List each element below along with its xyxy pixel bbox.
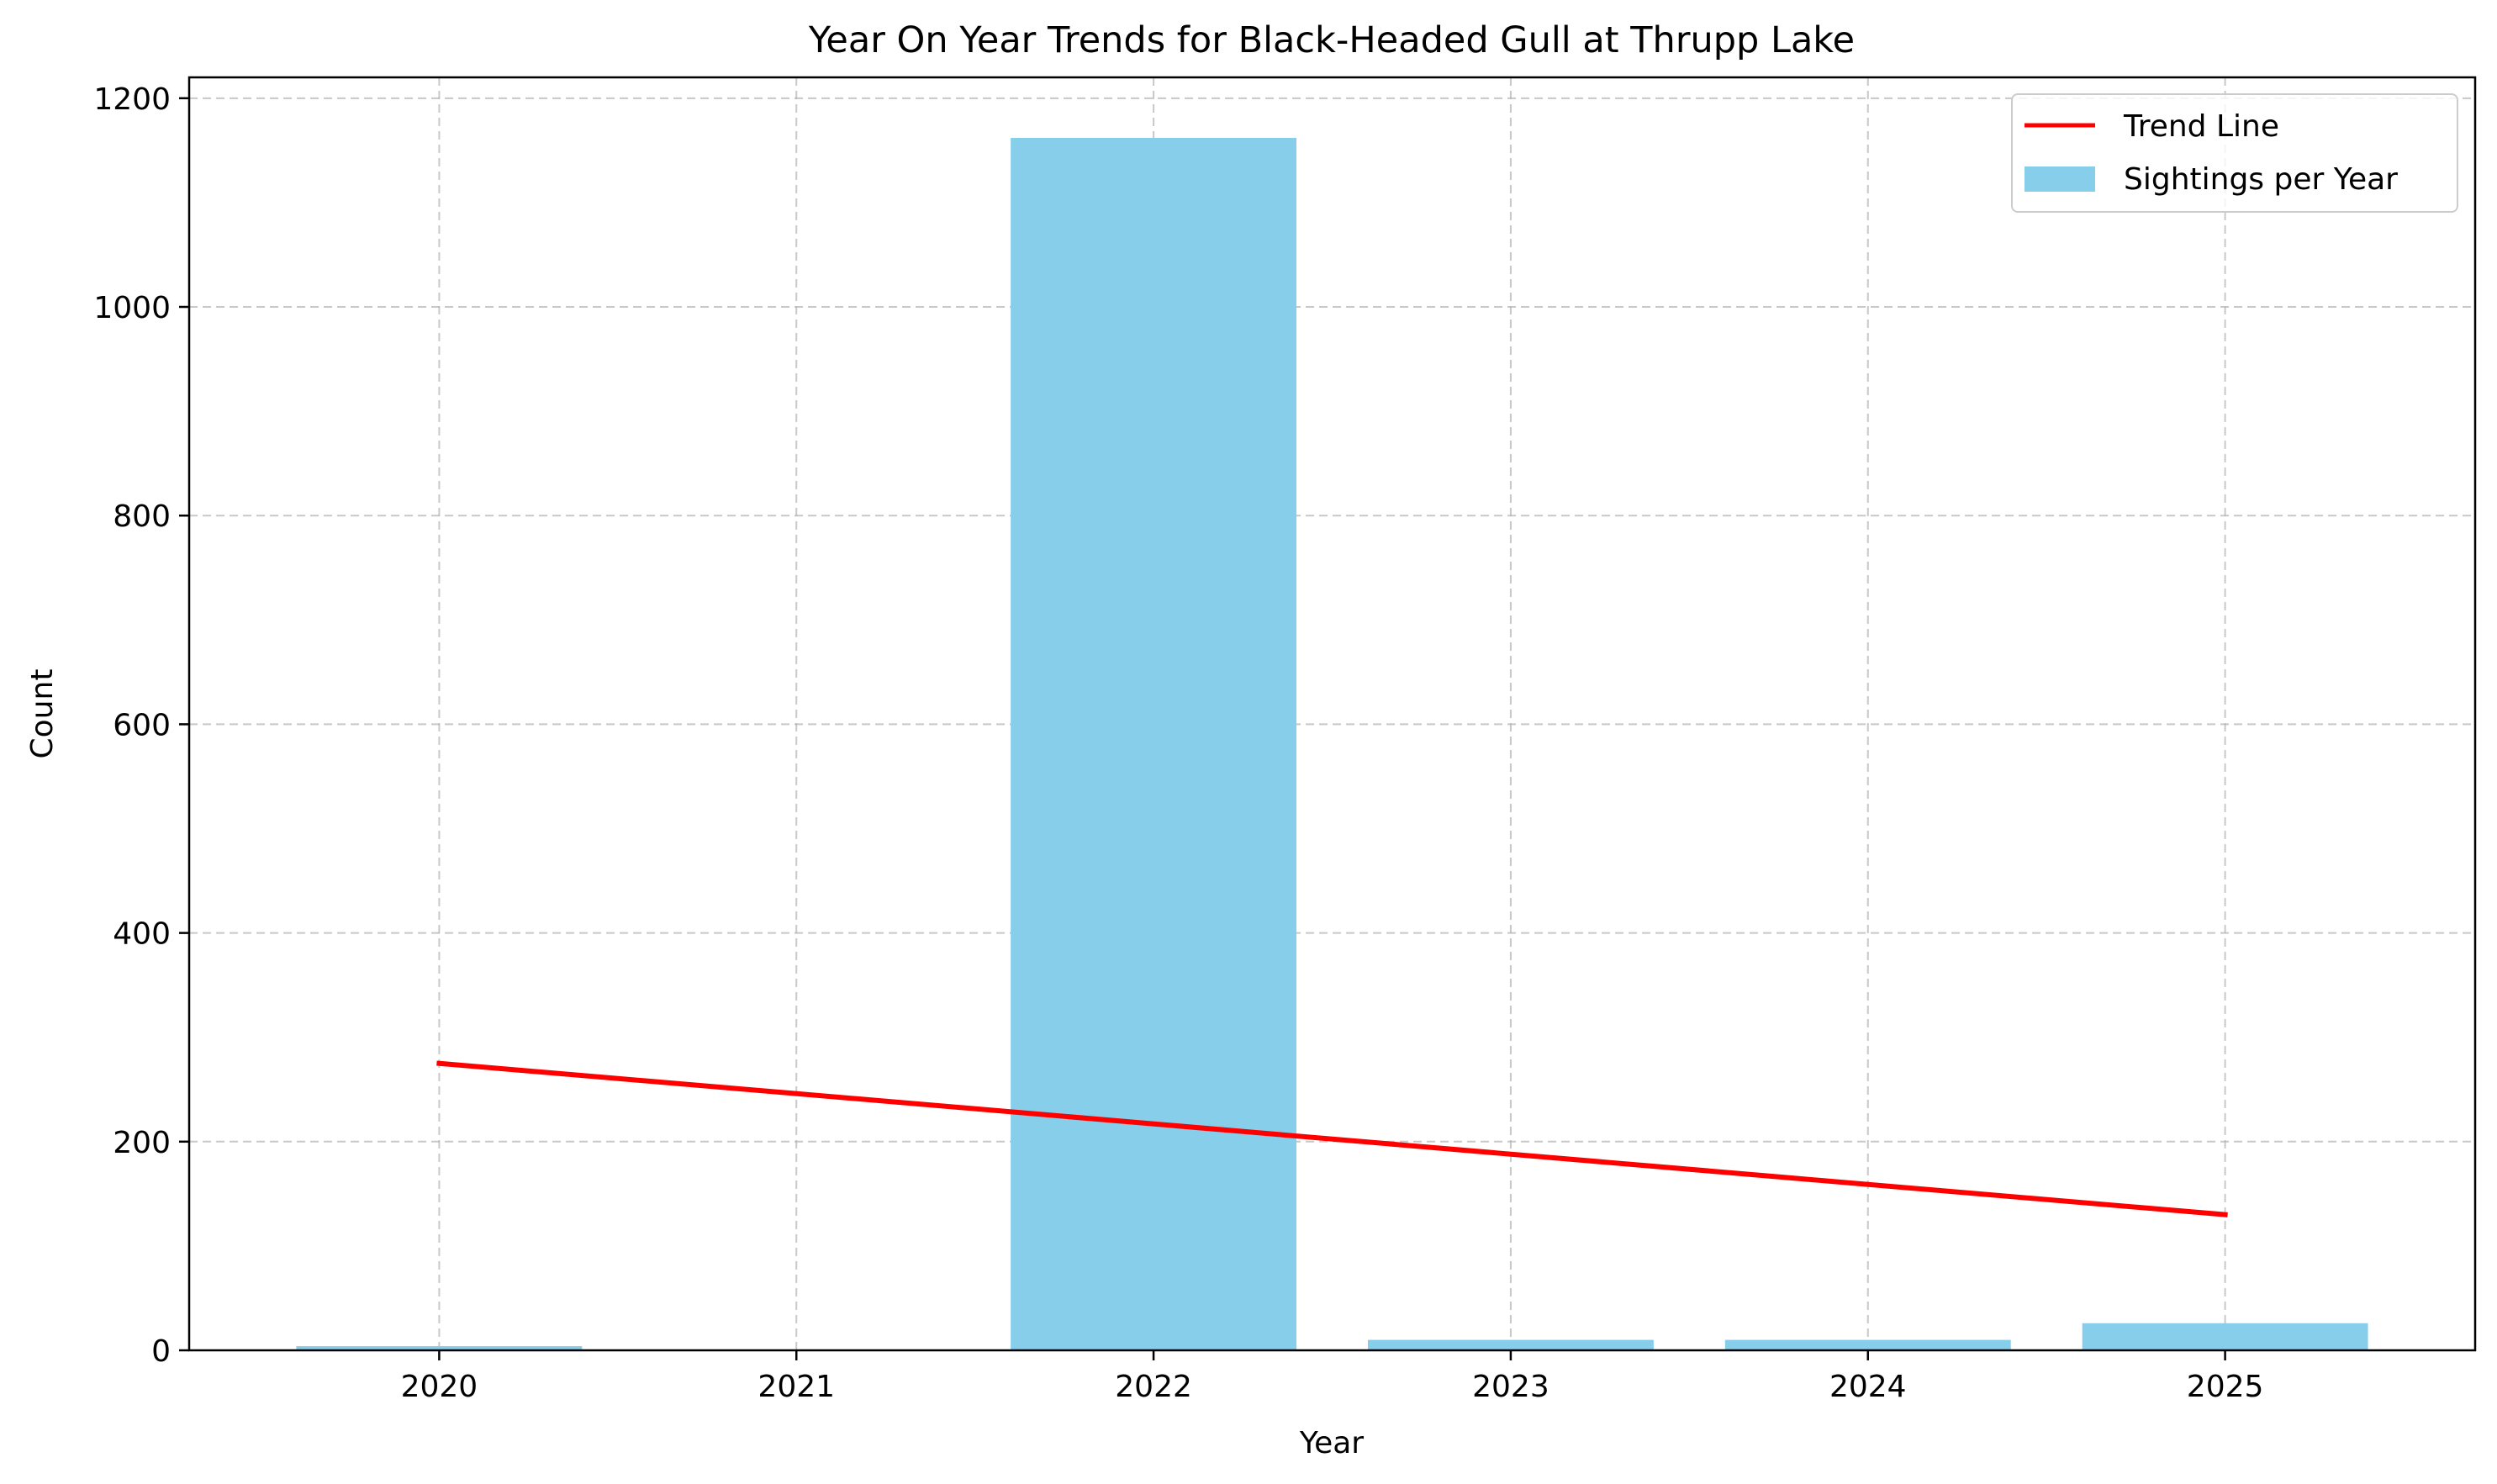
bar-2023 <box>1367 1339 1654 1350</box>
bars <box>296 137 2368 1350</box>
bar-2024 <box>1724 1339 2011 1350</box>
bar-2020 <box>296 1346 583 1350</box>
y-tick-label: 1000 <box>93 291 171 325</box>
legend-label-trend-line: Trend Line <box>2123 109 2279 144</box>
y-tick-label: 400 <box>113 917 171 952</box>
y-tick-label: 0 <box>151 1334 171 1369</box>
y-tick-label: 600 <box>113 708 171 742</box>
legend: Trend Line Sightings per Year <box>2011 93 2458 213</box>
x-tick-label: 2023 <box>1472 1370 1549 1404</box>
chart-title: Year On Year Trends for Black-Headed Gul… <box>808 19 1855 61</box>
trend-line <box>436 1060 2228 1217</box>
x-tick-label: 2024 <box>1829 1370 1907 1404</box>
bar-2022 <box>1011 137 1297 1350</box>
y-tick-label: 200 <box>113 1126 171 1160</box>
x-axis: 2020 2021 2022 2023 2024 2025 <box>401 1350 2264 1404</box>
legend-box <box>2011 93 2458 213</box>
x-axis-label: Year <box>1299 1426 1364 1460</box>
x-tick-label: 2020 <box>401 1370 478 1404</box>
bar-2025 <box>2082 1323 2368 1350</box>
x-tick-label: 2022 <box>1115 1370 1192 1404</box>
y-axis: 0 200 400 600 800 1000 1200 <box>93 82 189 1369</box>
y-tick-label: 1200 <box>93 82 171 117</box>
trend-line-layer <box>436 1060 2228 1217</box>
x-tick-label: 2021 <box>758 1370 835 1404</box>
y-axis-label: Count <box>25 669 60 759</box>
x-tick-label: 2025 <box>2187 1370 2264 1404</box>
y-tick-label: 800 <box>113 499 171 534</box>
plot-area-frame <box>187 76 2477 1352</box>
legend-swatch-sightings <box>2025 166 2095 192</box>
legend-label-sightings: Sightings per Year <box>2124 162 2398 197</box>
